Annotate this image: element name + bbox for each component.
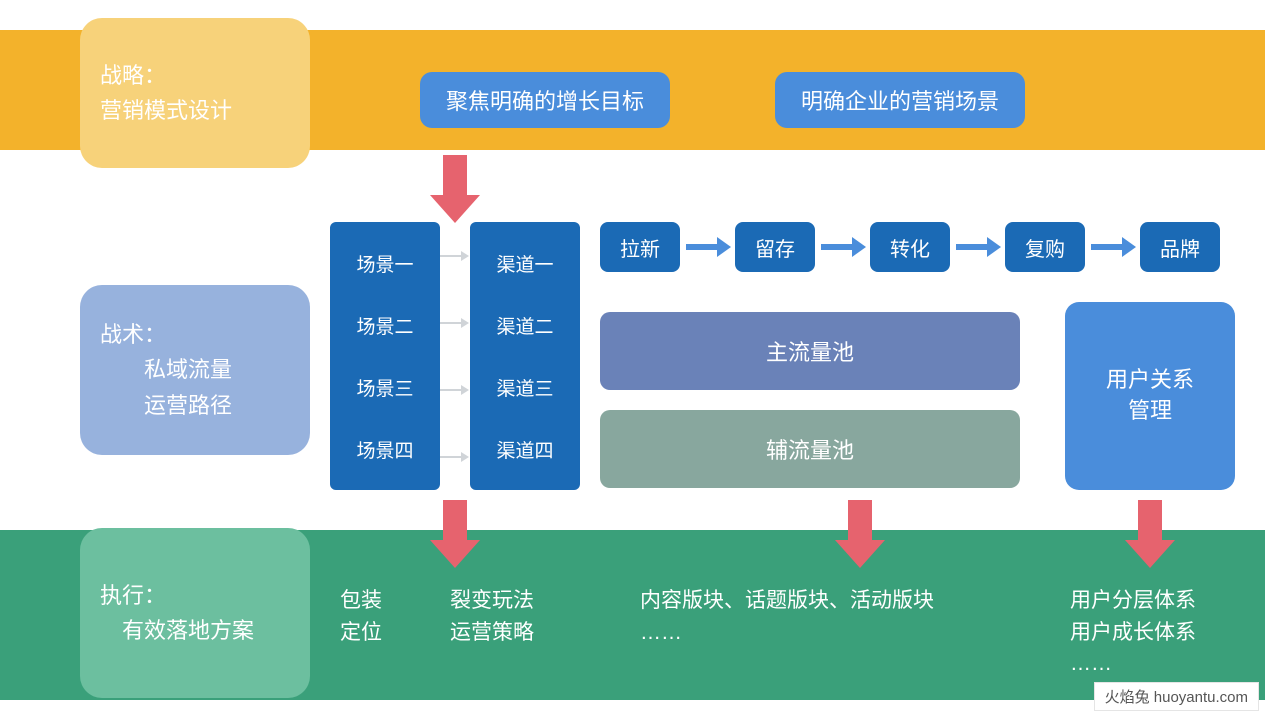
thin-arrow-head [461, 385, 469, 395]
scene-item: 场景三 [356, 374, 413, 401]
pill-scene-label: 明确企业的营销场景 [801, 84, 999, 116]
exec-col3-l3: …… [1070, 648, 1196, 680]
thin-arrow-line [440, 322, 462, 324]
thin-arrow-head [461, 452, 469, 462]
scenes-column: 场景一场景二场景三场景四 [330, 222, 440, 490]
crm-box: 用户关系 管理 [1065, 302, 1235, 490]
pill-focus-target: 聚焦明确的增长目标 [420, 72, 670, 128]
tactic-title-box: 战术： 私域流量 运营路径 [80, 285, 310, 455]
flow-chip: 品牌 [1140, 222, 1220, 272]
watermark-text: 火焰兔 huoyantu.com [1105, 689, 1248, 706]
thin-arrow-line [440, 389, 462, 391]
execute-title-l2: 有效落地方案 [100, 613, 290, 648]
strategy-title-l2: 营销模式设计 [100, 93, 290, 128]
execute-title-box: 执行： 有效落地方案 [80, 528, 310, 698]
flow-chip: 复购 [1005, 222, 1085, 272]
flow-arrow [686, 244, 719, 250]
scene-item: 场景二 [356, 312, 413, 339]
pill-focus-label: 聚焦明确的增长目标 [446, 84, 644, 116]
tactic-title-l2: 私域流量 [100, 352, 290, 387]
flow-arrow [1091, 244, 1124, 250]
pool-aux-label: 辅流量池 [766, 433, 854, 465]
execute-title-l1: 执行： [100, 578, 290, 613]
flow-arrow [821, 244, 854, 250]
exec-col3-l1: 用户分层体系 [1070, 585, 1196, 617]
channel-item: 渠道二 [496, 312, 553, 339]
crm-l2: 管理 [1128, 396, 1172, 427]
diagram-canvas: 战略： 营销模式设计 战术： 私域流量 运营路径 执行： 有效落地方案 聚焦明确… [0, 0, 1265, 715]
exec-mid-l2: …… [640, 617, 934, 649]
exec-col1: 包装 定位 [340, 585, 382, 648]
strategy-title-box: 战略： 营销模式设计 [80, 18, 310, 168]
tactic-title-l1: 战术： [100, 317, 290, 352]
exec-col1-l1: 包装 [340, 585, 382, 617]
exec-col2-l1: 裂变玩法 [450, 585, 534, 617]
pool-main-label: 主流量池 [766, 335, 854, 367]
thin-arrow-head [461, 318, 469, 328]
flow-chip: 转化 [870, 222, 950, 272]
channel-item: 渠道一 [496, 250, 553, 277]
flow-chip: 留存 [735, 222, 815, 272]
pill-clarify-scene: 明确企业的营销场景 [775, 72, 1025, 128]
exec-col2-l2: 运营策略 [450, 617, 534, 649]
thin-arrow-head [461, 251, 469, 261]
flow-chip: 拉新 [600, 222, 680, 272]
exec-col3: 用户分层体系 用户成长体系 …… [1070, 585, 1196, 680]
scene-item: 场景四 [356, 436, 413, 463]
exec-col1-l2: 定位 [340, 617, 382, 649]
channels-column: 渠道一渠道二渠道三渠道四 [470, 222, 580, 490]
strategy-title-l1: 战略： [100, 58, 290, 93]
exec-col3-l2: 用户成长体系 [1070, 617, 1196, 649]
exec-mid: 内容版块、话题版块、活动版块 …… [640, 585, 934, 648]
channel-item: 渠道四 [496, 436, 553, 463]
exec-col2: 裂变玩法 运营策略 [450, 585, 534, 648]
tactic-title-l3: 运营路径 [100, 388, 290, 423]
main-traffic-pool: 主流量池 [600, 312, 1020, 390]
thin-arrow-line [440, 456, 462, 458]
flow-arrow [956, 244, 989, 250]
crm-l1: 用户关系 [1106, 365, 1194, 396]
watermark: 火焰兔 huoyantu.com [1094, 682, 1259, 711]
thin-arrow-line [440, 255, 462, 257]
channel-item: 渠道三 [496, 374, 553, 401]
aux-traffic-pool: 辅流量池 [600, 410, 1020, 488]
exec-mid-l1: 内容版块、话题版块、活动版块 [640, 585, 934, 617]
scene-item: 场景一 [356, 250, 413, 277]
